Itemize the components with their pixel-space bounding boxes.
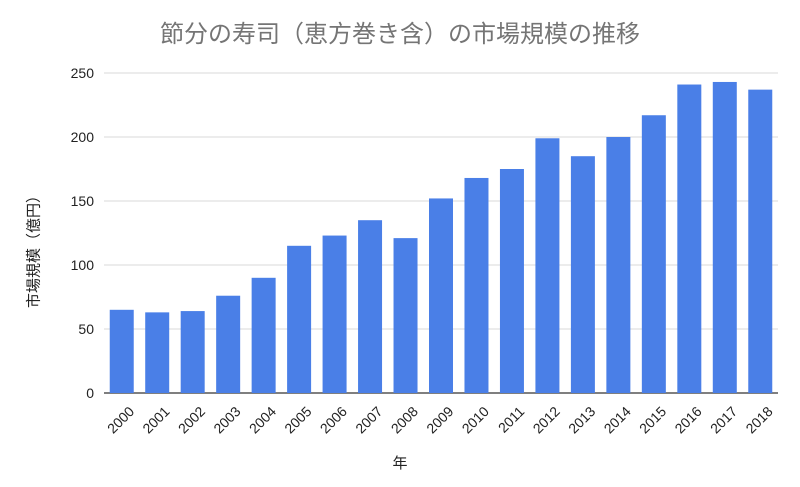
bar-2001 [145,312,170,393]
bar-2000 [109,309,134,393]
x-tick-label: 2001 [139,403,172,436]
chart-title: 節分の寿司（恵方巻き含）の市場規模の推移 [160,20,640,48]
bar-2010 [464,177,489,393]
bar-2014 [606,137,631,393]
bar-2016 [677,84,702,394]
x-tick-label: 2004 [246,403,279,436]
x-tick-label: 2017 [707,403,740,436]
bar-2018 [748,89,773,393]
y-tick-label: 0 [86,385,94,401]
y-tick-label: 150 [71,193,95,209]
bar-2006 [322,235,347,393]
y-tick-label: 50 [78,321,94,337]
bar-2011 [499,169,524,393]
x-tick-label: 2008 [388,403,421,436]
x-tick-label: 2014 [601,403,634,436]
x-tick-label: 2002 [175,403,208,436]
bar-2013 [570,156,595,393]
bar-2009 [429,198,453,393]
bar-2004 [251,277,276,393]
bar-2017 [712,81,737,394]
x-tick-labels: 2000 2001 2002 2003 2004 2005 2006 2007 2008 2009… [104,403,776,436]
x-tick-label: 2000 [104,403,137,436]
x-tick-label: 2015 [636,403,669,436]
bar-2007 [358,220,383,393]
y-tick-label: 100 [71,257,95,273]
y-tick-label: 200 [71,129,95,145]
x-tick-label: 2010 [459,403,492,436]
bar-2008 [393,238,418,393]
x-tick-label: 2011 [495,403,528,436]
bar-2015 [641,115,666,394]
y-tick-labels: 0 50 100 150 200 250 [71,65,95,401]
x-tick-label: 2009 [423,403,456,436]
x-tick-label: 2005 [281,403,314,436]
x-axis-label: 年 [392,454,408,472]
x-tick-label: 2012 [530,403,563,436]
y-tick-label: 250 [71,65,95,81]
x-tick-label: 2018 [742,403,775,436]
x-tick-label: 2003 [210,403,243,436]
bars [109,81,773,394]
bar-2005 [287,245,312,393]
bar-2002 [180,311,205,393]
x-tick-label: 2013 [565,403,598,436]
x-tick-label: 2016 [671,403,704,436]
x-tick-label: 2007 [352,403,385,436]
x-tick-label: 2006 [317,403,350,436]
bar-2003 [216,295,241,393]
bar-2012 [535,138,560,393]
